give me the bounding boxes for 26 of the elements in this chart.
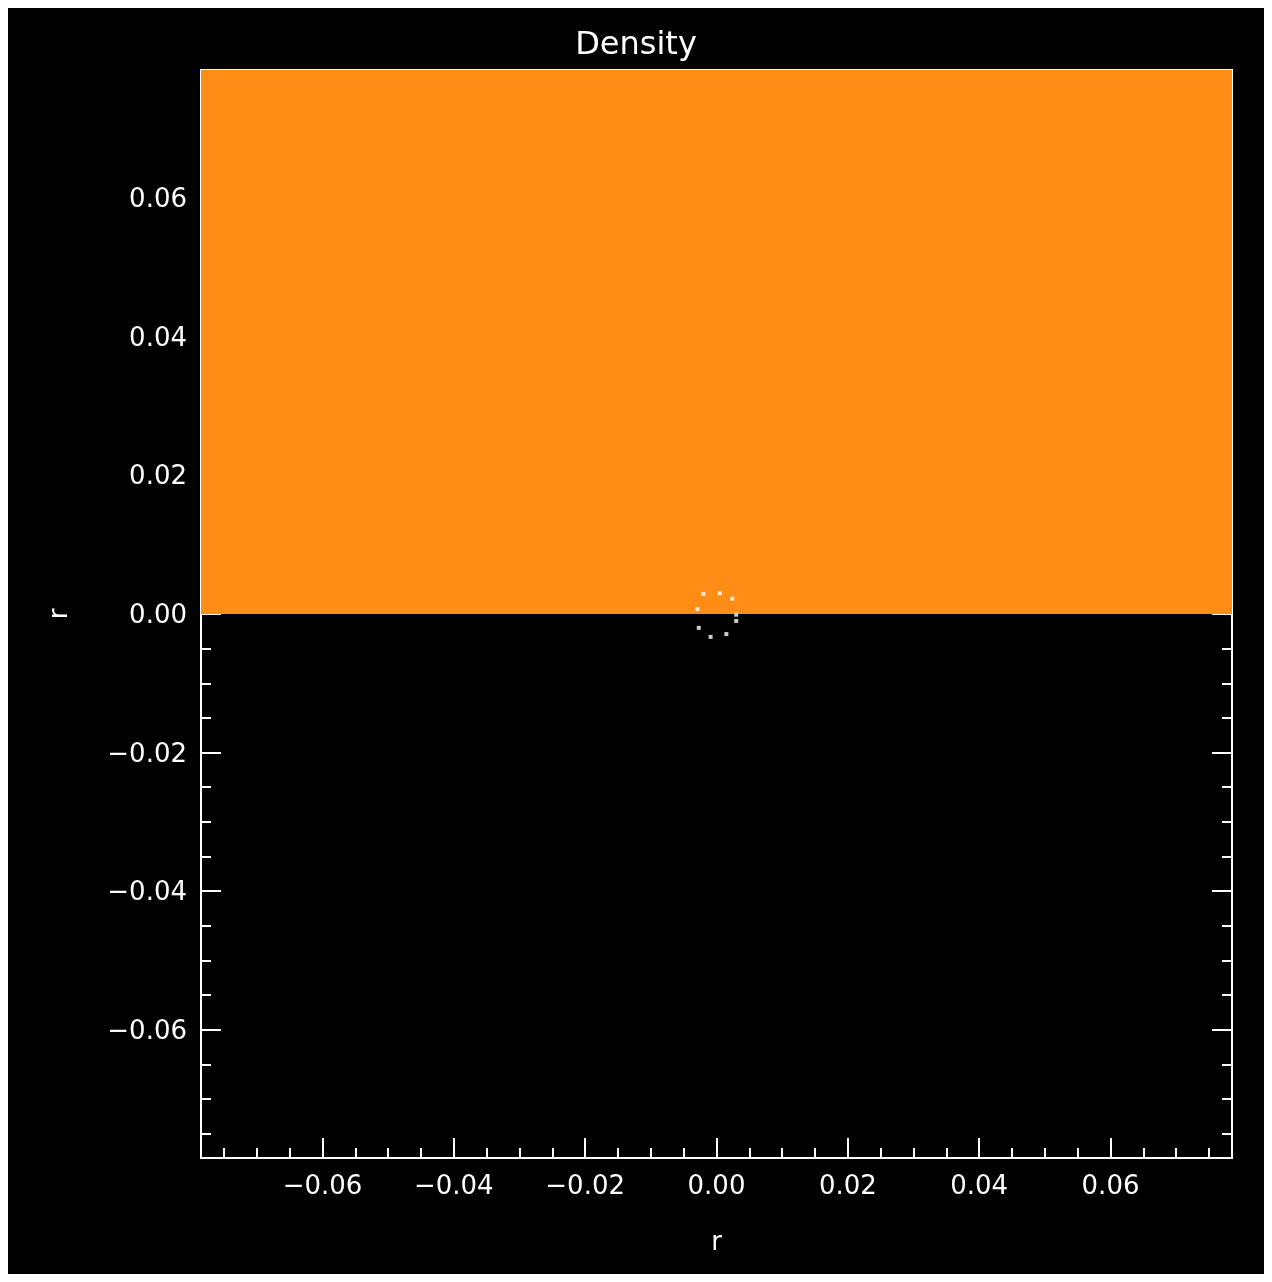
- point: [701, 591, 706, 596]
- x-tick-label: 0.02: [818, 1170, 877, 1200]
- y-tick-label: −0.02: [107, 737, 187, 768]
- point: [730, 596, 735, 601]
- point: [724, 632, 729, 637]
- y-axis-title: r: [43, 608, 73, 620]
- x-tick-label: −0.02: [545, 1170, 626, 1200]
- point: [695, 607, 700, 612]
- y-tick-label: 0.00: [129, 599, 187, 629]
- x-tick-label: 0.00: [687, 1170, 746, 1200]
- x-tick-label: 0.06: [1081, 1170, 1140, 1200]
- y-tick-label: −0.04: [107, 876, 187, 907]
- point: [708, 634, 713, 639]
- y-tick-label: 0.04: [129, 321, 187, 352]
- point: [717, 591, 722, 596]
- y-tick-label: 0.02: [129, 460, 187, 491]
- x-tick-label: −0.04: [413, 1170, 494, 1200]
- point: [696, 625, 701, 630]
- point: [734, 618, 739, 623]
- point: [734, 612, 739, 617]
- x-axis-title: r: [711, 1226, 723, 1256]
- x-tick-label: −0.06: [282, 1170, 363, 1200]
- y-tick-label: −0.06: [107, 1014, 187, 1045]
- y-tick-label: 0.06: [129, 183, 187, 214]
- x-tick-label: 0.04: [950, 1170, 1009, 1200]
- chart-title: Density: [575, 24, 697, 62]
